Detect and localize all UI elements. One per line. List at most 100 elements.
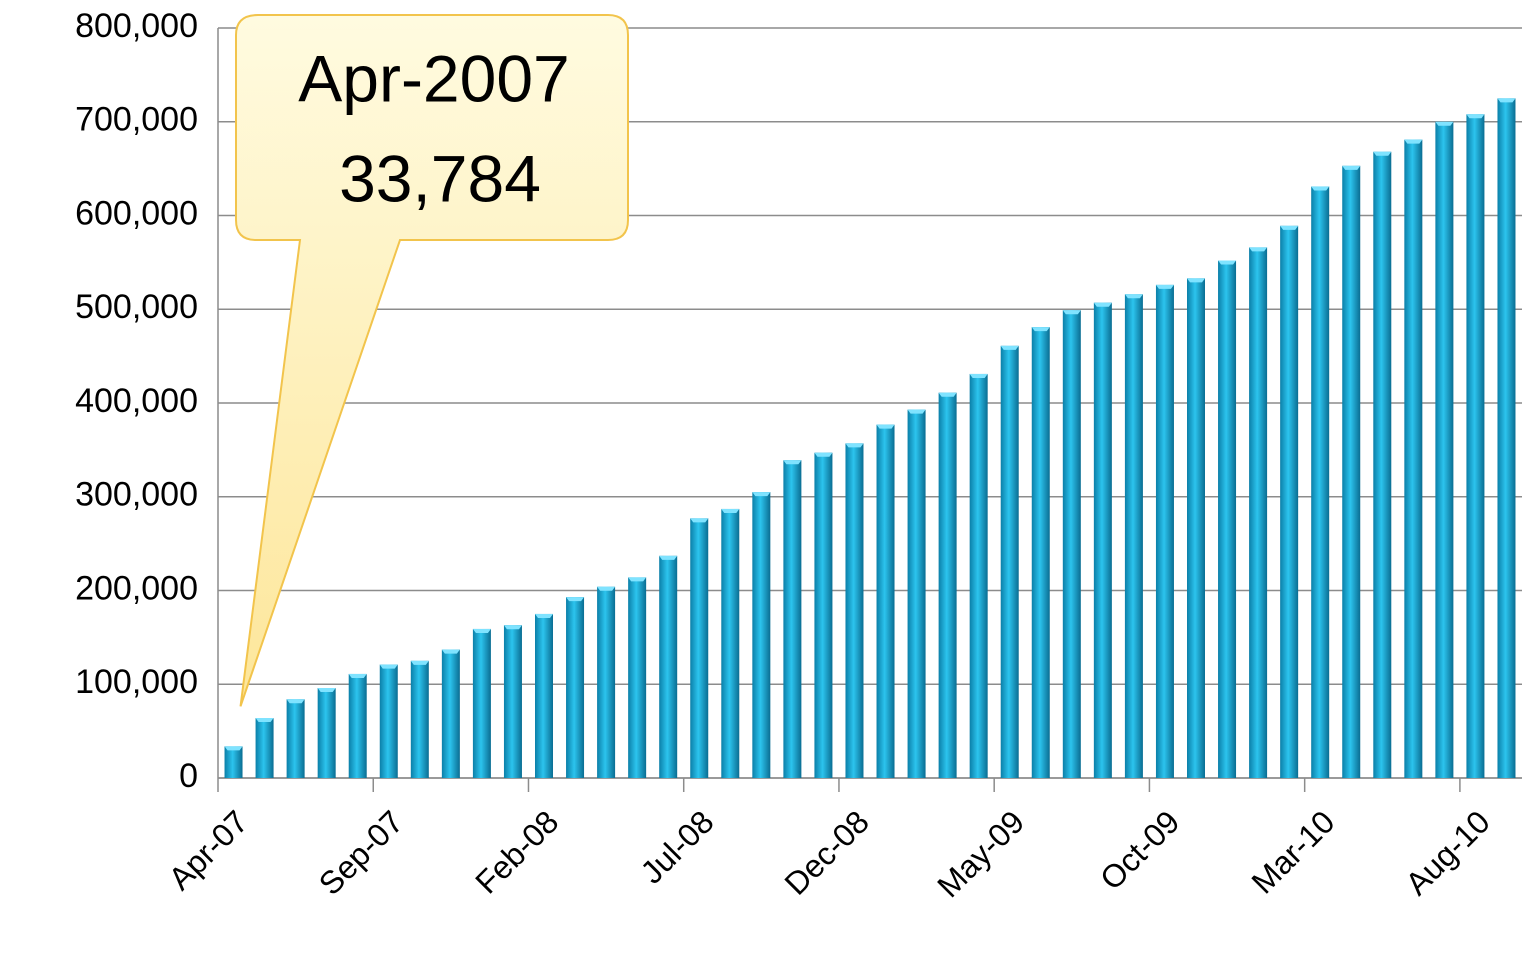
bar (317, 688, 336, 778)
bar-cap (1187, 278, 1205, 283)
bar-cap (1311, 186, 1330, 191)
y-tick-label: 400,000 (75, 382, 198, 420)
x-tick-label: Oct-09 (1093, 803, 1186, 896)
bar-cap (1062, 310, 1081, 315)
bar-cap (410, 660, 429, 665)
bar (1435, 121, 1454, 778)
bar-body (535, 613, 553, 778)
callout-box (235, 14, 629, 707)
bar (1311, 186, 1330, 778)
x-tick-label: Sep-07 (312, 803, 410, 901)
bar (348, 673, 367, 778)
bar (907, 409, 926, 778)
bar-cap (535, 613, 553, 618)
x-tick-label: Dec-08 (777, 803, 875, 901)
bar (255, 718, 274, 778)
bar-body (1373, 151, 1392, 778)
bar-body (1404, 139, 1423, 778)
y-tick-label: 500,000 (75, 288, 198, 326)
bar (1280, 225, 1299, 778)
bar-cap (1155, 284, 1174, 289)
bar (1373, 151, 1392, 778)
bar-body (317, 688, 336, 778)
bar-body (1466, 114, 1485, 778)
bar-body (1124, 294, 1143, 778)
bar-cap (1093, 302, 1112, 307)
bar (1031, 327, 1050, 778)
bar-cap (379, 664, 398, 669)
bar-cap (255, 718, 274, 722)
bar-cap (876, 424, 895, 429)
bar (1124, 294, 1143, 778)
bar-body (1031, 327, 1050, 778)
y-tick-label: 700,000 (75, 101, 198, 139)
bar-body (566, 597, 585, 778)
bar (814, 452, 833, 778)
bar (441, 649, 460, 778)
bar-body (503, 625, 522, 778)
x-tick-label: May-09 (930, 803, 1031, 904)
bar-cap (1031, 327, 1050, 332)
x-tick-label: Feb-08 (468, 803, 565, 900)
bar-cap (441, 649, 460, 654)
data-label: 33,784 (339, 141, 541, 215)
bar-body (783, 460, 802, 778)
bar (752, 492, 771, 778)
y-tick-label: 800,000 (75, 7, 198, 45)
bar-body (224, 746, 243, 778)
bar (472, 628, 491, 778)
bar (969, 373, 988, 778)
bar-body (1155, 284, 1174, 778)
y-tick-label: 600,000 (75, 194, 198, 232)
bar-cap (472, 628, 491, 633)
bar (1062, 310, 1081, 778)
bar-cap (1466, 114, 1485, 119)
bar-body (1093, 302, 1112, 778)
bar (566, 597, 585, 778)
bar (1342, 165, 1361, 778)
bar (938, 392, 957, 778)
bar-body (907, 409, 926, 778)
bar (1187, 278, 1205, 778)
callout-title: Apr-2007 (298, 41, 570, 115)
bar-body (1218, 260, 1237, 778)
bar-cap (286, 699, 305, 704)
bar-cap (1497, 98, 1516, 103)
bar-body (1249, 247, 1268, 778)
bar-body (628, 577, 647, 778)
bar-body (752, 492, 771, 778)
bar-cap (566, 597, 585, 602)
y-tick-label: 300,000 (75, 476, 198, 514)
bar (783, 460, 802, 778)
y-tick-label: 100,000 (75, 663, 198, 701)
bar (1404, 139, 1423, 778)
bar-body (690, 518, 709, 778)
x-tick-label: Jul-08 (634, 803, 721, 890)
bar-body (441, 649, 460, 778)
bar (1000, 345, 1019, 778)
bar-body (597, 586, 616, 778)
bar-body (286, 699, 305, 778)
bar (690, 518, 709, 778)
bar-cap (690, 518, 709, 523)
bar-cap (1000, 345, 1019, 350)
bar (1155, 284, 1174, 778)
bar-body (1435, 121, 1454, 778)
bar (410, 660, 429, 778)
bar-body (1000, 345, 1019, 778)
bar-cap (628, 577, 647, 582)
bar-body (876, 424, 895, 778)
bar-cap (503, 625, 522, 630)
bar (1466, 114, 1485, 778)
bar-body (845, 443, 864, 778)
x-tick-label: Mar-10 (1244, 803, 1341, 900)
bar-cap (659, 555, 678, 560)
bar-cap (752, 492, 771, 497)
bar-cap (721, 508, 740, 513)
bar (1093, 302, 1112, 778)
bar (659, 555, 678, 778)
bar-body (1497, 98, 1516, 778)
x-tick-label: Aug-10 (1398, 803, 1496, 901)
bar (597, 586, 616, 778)
